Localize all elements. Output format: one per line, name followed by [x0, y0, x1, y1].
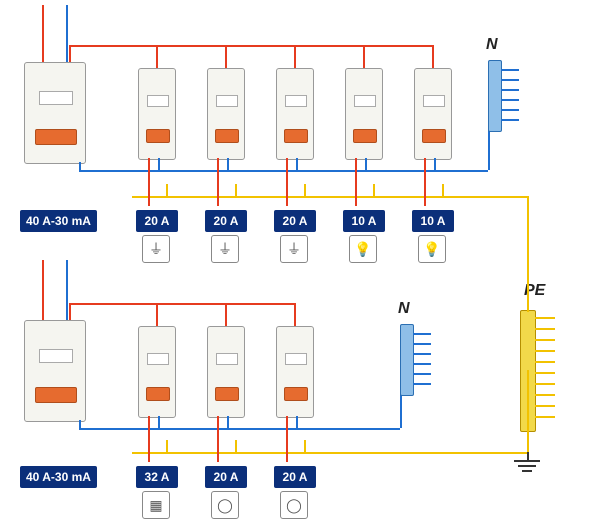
pe-riser	[527, 196, 529, 312]
mcb-pe-stub	[373, 184, 375, 196]
rcd-neutral-down	[79, 420, 81, 428]
load-icon-lamp: 💡	[418, 235, 446, 263]
rcd-device	[24, 62, 86, 164]
load-icon-socket: ⏚	[142, 235, 170, 263]
mcb-out-phase	[286, 158, 288, 206]
feed-neutral	[66, 5, 68, 62]
mcb-pe-stub	[304, 440, 306, 452]
mcb-out-phase	[148, 416, 150, 462]
mcb-out-neutral	[158, 416, 160, 428]
rating-label: 10 A	[412, 210, 454, 232]
mcb-device	[345, 68, 383, 160]
load-icon-oven: ▦	[142, 491, 170, 519]
n-label: N	[398, 300, 410, 318]
load-icon-washer: ◯	[211, 491, 239, 519]
mcb-feed	[294, 303, 296, 326]
mcb-device	[414, 68, 452, 160]
mcb-pe-stub	[442, 184, 444, 196]
mcb-out-neutral	[227, 158, 229, 170]
mcb-out-phase	[355, 158, 357, 206]
mcb-out-phase	[217, 416, 219, 462]
wiring-diagram: PE40 A-30 mAN20 A⏚20 A⏚20 A⏚10 A💡10 A💡40…	[0, 0, 600, 525]
rating-label: 40 A-30 mA	[20, 466, 97, 488]
n-comb	[434, 170, 488, 172]
mcb-feed	[156, 303, 158, 326]
mcb-feed	[432, 45, 434, 68]
rating-label: 20 A	[205, 210, 247, 232]
phase-bus	[69, 45, 432, 47]
mcb-out-phase	[217, 158, 219, 206]
load-icon-socket: ⏚	[211, 235, 239, 263]
rcd-out-phase-up	[69, 303, 71, 320]
mcb-out-neutral	[365, 158, 367, 170]
mcb-pe-stub	[166, 184, 168, 196]
mcb-out-phase	[424, 158, 426, 206]
mcb-feed	[156, 45, 158, 68]
load-icon-lamp: 💡	[349, 235, 377, 263]
mcb-out-neutral	[296, 416, 298, 428]
mcb-feed	[294, 45, 296, 68]
feed-phase	[42, 5, 44, 62]
mcb-feed	[363, 45, 365, 68]
load-icon-washer: ◯	[280, 491, 308, 519]
rcd-out-phase-up	[69, 45, 71, 62]
load-icon-socket: ⏚	[280, 235, 308, 263]
neutral-busbar	[400, 324, 414, 396]
rating-label: 20 A	[274, 210, 316, 232]
rating-label: 20 A	[274, 466, 316, 488]
mcb-device	[138, 326, 176, 418]
mcb-out-neutral	[296, 158, 298, 170]
rating-label: 40 A-30 mA	[20, 210, 97, 232]
mcb-device	[276, 326, 314, 418]
neutral-busbar	[488, 60, 502, 132]
rating-label: 32 A	[136, 466, 178, 488]
mcb-device	[138, 68, 176, 160]
mcb-feed	[225, 303, 227, 326]
rcd-neutral-down	[79, 162, 81, 170]
pe-bus	[132, 452, 527, 454]
feed-phase	[42, 260, 44, 320]
mcb-device	[207, 326, 245, 418]
pe-riser	[527, 370, 529, 452]
mcb-out-neutral	[158, 158, 160, 170]
pe-bus	[132, 196, 527, 198]
mcb-device	[276, 68, 314, 160]
mcb-out-phase	[148, 158, 150, 206]
phase-bus	[69, 303, 294, 305]
neutral-up-to-bar	[488, 128, 490, 170]
mcb-out-phase	[286, 416, 288, 462]
ground-symbol	[514, 460, 540, 474]
mcb-pe-stub	[304, 184, 306, 196]
mcb-pe-stub	[235, 440, 237, 452]
mcb-out-neutral	[227, 416, 229, 428]
rcd-device	[24, 320, 86, 422]
rating-label: 20 A	[136, 210, 178, 232]
mcb-feed	[225, 45, 227, 68]
feed-neutral	[66, 260, 68, 320]
n-comb	[296, 428, 400, 430]
mcb-out-neutral	[434, 158, 436, 170]
mcb-pe-stub	[166, 440, 168, 452]
mcb-pe-stub	[235, 184, 237, 196]
neutral-up-to-bar	[400, 392, 402, 428]
rating-label: 20 A	[205, 466, 247, 488]
mcb-device	[207, 68, 245, 160]
rating-label: 10 A	[343, 210, 385, 232]
n-label: N	[486, 36, 498, 54]
